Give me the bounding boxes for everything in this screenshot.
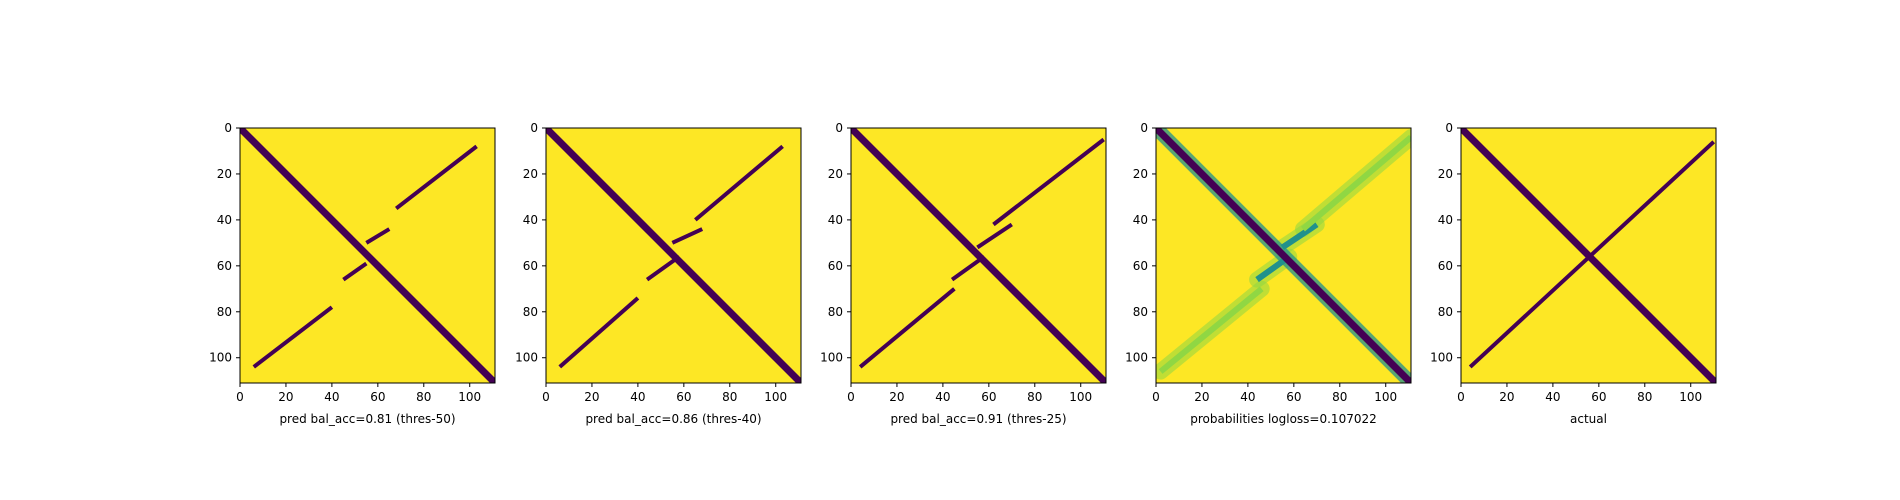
contact-band-segment [992,137,1105,227]
axes-frame [850,127,1107,384]
y-tick-label: 20 [523,167,538,181]
contact-band-segment [1301,134,1411,232]
heatmap-panel-5: 0 20 40 60 80 100 0 20 40 60 80 100 actual [1430,121,1717,426]
x-tick-label: 0 [542,390,550,404]
y-tick-label: 20 [1438,167,1453,181]
main-diagonal-band [546,128,801,383]
y-tick-label: 80 [828,305,843,319]
y-tick-label: 60 [828,259,843,273]
axes-frame [239,127,496,384]
contact-band-segment [252,305,334,369]
x-tick-label: 100 [764,390,787,404]
main-diagonal-band [851,128,1106,383]
x-tick-label: 40 [1240,390,1255,404]
y-tick-label: 40 [1438,213,1453,227]
y-tick-label: 80 [217,305,232,319]
x-tick-label: 100 [1679,390,1702,404]
x-tick-label: 100 [1069,390,1092,404]
contact-band-segment [365,227,391,245]
contact-band-segment [858,287,956,369]
y-tick-label: 40 [523,213,538,227]
heatmap-marks [546,128,801,383]
x-tick-label: 20 [889,390,904,404]
y-tick-label: 20 [828,167,843,181]
heatmap-panel-4: 0 20 40 60 80 100 0 20 40 60 80 100 probabilities lo… [1125,121,1412,426]
axes-frame [545,127,802,384]
main-diagonal-band [1156,128,1411,383]
x-tick-label: 0 [1457,390,1465,404]
y-tick-label: 0 [530,121,538,135]
y-tick-label: 40 [217,213,232,227]
y-tick-label: 60 [1133,259,1148,273]
main-diagonal-band [240,128,495,383]
contact-band-segment [976,222,1013,250]
y-tick-label: 80 [1133,305,1148,319]
x-tick-label: 20 [1499,390,1514,404]
x-tick-label: 40 [630,390,645,404]
x-tick-label: 0 [1152,390,1160,404]
panel-xlabel: pred bal_acc=0.81 (thres-50) [279,412,455,426]
x-tick-label: 20 [584,390,599,404]
x-tick-label: 0 [236,390,244,404]
panel-xlabel: actual [1570,412,1607,426]
x-tick-label: 60 [1286,390,1301,404]
x-tick-label: 100 [458,390,481,404]
y-tick-label: 0 [1140,121,1148,135]
y-tick-label: 60 [523,259,538,273]
y-tick-label: 60 [217,259,232,273]
x-tick-label: 40 [1545,390,1560,404]
y-tick-label: 100 [1430,351,1453,365]
x-tick-label: 20 [278,390,293,404]
x-tick-label: 80 [1027,390,1042,404]
heatmap-marks [1461,128,1716,383]
x-tick-label: 40 [324,390,339,404]
panel-xlabel: pred bal_acc=0.86 (thres-40) [585,412,761,426]
contact-band-segment [694,144,784,222]
x-tick-label: 60 [676,390,691,404]
x-tick-label: 80 [1332,390,1347,404]
main-diagonal-band [1461,128,1716,383]
contact-band-segment [1158,286,1264,374]
x-tick-label: 60 [370,390,385,404]
contact-band-segment [558,296,640,369]
y-tick-label: 100 [1125,351,1148,365]
y-tick-label: 40 [828,213,843,227]
heatmap-marks [1156,128,1411,383]
x-tick-label: 20 [1194,390,1209,404]
x-tick-label: 0 [847,390,855,404]
x-tick-label: 80 [416,390,431,404]
x-tick-label: 80 [722,390,737,404]
heatmap-marks [851,128,1106,383]
contact-band-segment [1280,221,1319,250]
y-tick-label: 0 [1445,121,1453,135]
y-tick-label: 100 [209,351,232,365]
contact-band-segment [671,227,704,245]
y-tick-label: 20 [217,167,232,181]
contact-band-segment [342,261,368,282]
axes-frame [1155,127,1412,384]
x-tick-label: 40 [935,390,950,404]
axes-frame [1460,127,1717,384]
y-tick-label: 80 [523,305,538,319]
panel-xlabel: pred bal_acc=0.91 (thres-25) [890,412,1066,426]
heatmap-marks [240,128,495,383]
x-tick-label: 60 [981,390,996,404]
x-tick-label: 60 [1591,390,1606,404]
x-tick-label: 100 [1374,390,1397,404]
y-tick-label: 40 [1133,213,1148,227]
y-tick-label: 60 [1438,259,1453,273]
x-tick-label: 80 [1637,390,1652,404]
contact-band-segment [394,144,478,210]
y-tick-label: 80 [1438,305,1453,319]
y-tick-label: 0 [835,121,843,135]
y-tick-label: 0 [224,121,232,135]
panel-xlabel: probabilities logloss=0.107022 [1190,412,1377,426]
y-tick-label: 100 [820,351,843,365]
y-tick-label: 20 [1133,167,1148,181]
y-tick-label: 100 [515,351,538,365]
